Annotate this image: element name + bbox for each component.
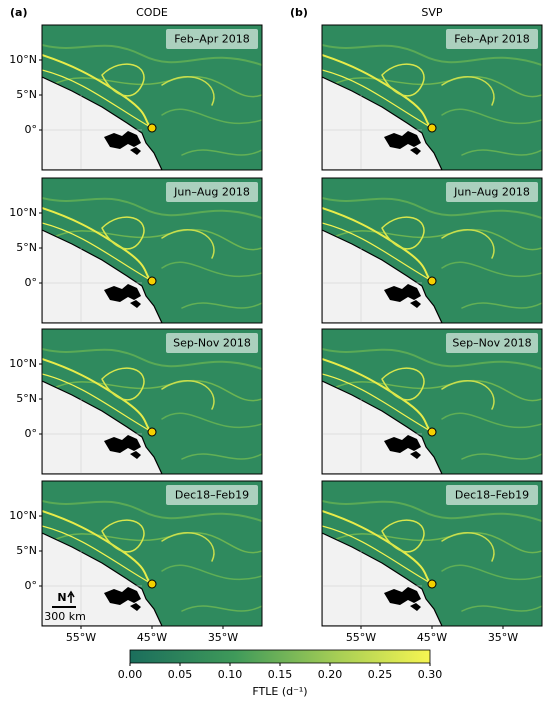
scale-bar-label: 300 km bbox=[44, 610, 86, 623]
x-tick-label: 35°W bbox=[208, 631, 238, 644]
y-tick-label: 10°N bbox=[9, 53, 37, 66]
y-tick-label: 0° bbox=[25, 276, 38, 289]
y-tick-label: 0° bbox=[25, 123, 38, 136]
panel-frame bbox=[321, 24, 543, 171]
panel-label: Jun–Aug 2018 bbox=[453, 186, 530, 199]
panel-label-box bbox=[446, 182, 538, 202]
y-tick-label: 10°N bbox=[9, 206, 37, 219]
panel-frame bbox=[41, 177, 263, 324]
column-title: CODE bbox=[136, 6, 168, 19]
panel-label-box bbox=[166, 182, 258, 202]
colorbar bbox=[129, 649, 431, 664]
x-tick-label: 45°W bbox=[417, 631, 447, 644]
x-tick-label: 55°W bbox=[66, 631, 96, 644]
panel-label-box bbox=[446, 29, 538, 49]
panel-label: Dec18–Feb19 bbox=[455, 489, 529, 502]
colorbar-tick-label: 0.30 bbox=[418, 668, 443, 681]
colorbar-tick-label: 0.05 bbox=[168, 668, 193, 681]
y-tick-label: 5°N bbox=[16, 392, 37, 405]
panel-frame bbox=[321, 177, 543, 324]
y-tick-label: 0° bbox=[25, 579, 38, 592]
panel-label: Dec18–Feb19 bbox=[175, 489, 249, 502]
colorbar-tick-label: 0.20 bbox=[318, 668, 343, 681]
panel-label-box bbox=[446, 333, 538, 353]
panel-label-box bbox=[446, 485, 538, 505]
colorbar-label: FTLE (d⁻¹) bbox=[252, 685, 307, 698]
panel-label: Feb–Apr 2018 bbox=[454, 33, 530, 46]
column-title: SVP bbox=[421, 6, 443, 19]
panel-label: Jun–Aug 2018 bbox=[173, 186, 250, 199]
panel-label-box bbox=[166, 333, 258, 353]
colorbar-tick-label: 0.00 bbox=[118, 668, 143, 681]
x-tick-label: 35°W bbox=[488, 631, 518, 644]
panel-label: Sep–Nov 2018 bbox=[452, 337, 531, 350]
y-tick-label: 5°N bbox=[16, 241, 37, 254]
y-tick-label: 10°N bbox=[9, 357, 37, 370]
north-arrow bbox=[67, 590, 75, 603]
panel-label: Sep-Nov 2018 bbox=[173, 337, 251, 350]
panel-frame bbox=[41, 24, 263, 171]
column-label: (a) bbox=[10, 6, 27, 19]
y-tick-label: 5°N bbox=[16, 88, 37, 101]
panel-frame bbox=[41, 328, 263, 475]
panel-label: Feb–Apr 2018 bbox=[174, 33, 250, 46]
y-tick-label: 10°N bbox=[9, 509, 37, 522]
panel-label-box bbox=[166, 29, 258, 49]
y-tick-label: 0° bbox=[25, 427, 38, 440]
column-label: (b) bbox=[290, 6, 308, 19]
colorbar-tick-label: 0.25 bbox=[368, 668, 393, 681]
colorbar-tick-label: 0.15 bbox=[268, 668, 293, 681]
panel-label-box bbox=[166, 485, 258, 505]
colorbar-tick-label: 0.10 bbox=[218, 668, 243, 681]
x-tick-label: 55°W bbox=[346, 631, 376, 644]
x-tick-label: 45°W bbox=[137, 631, 167, 644]
y-tick-label: 5°N bbox=[16, 544, 37, 557]
north-label: N bbox=[57, 591, 66, 604]
panel-frame bbox=[321, 328, 543, 475]
